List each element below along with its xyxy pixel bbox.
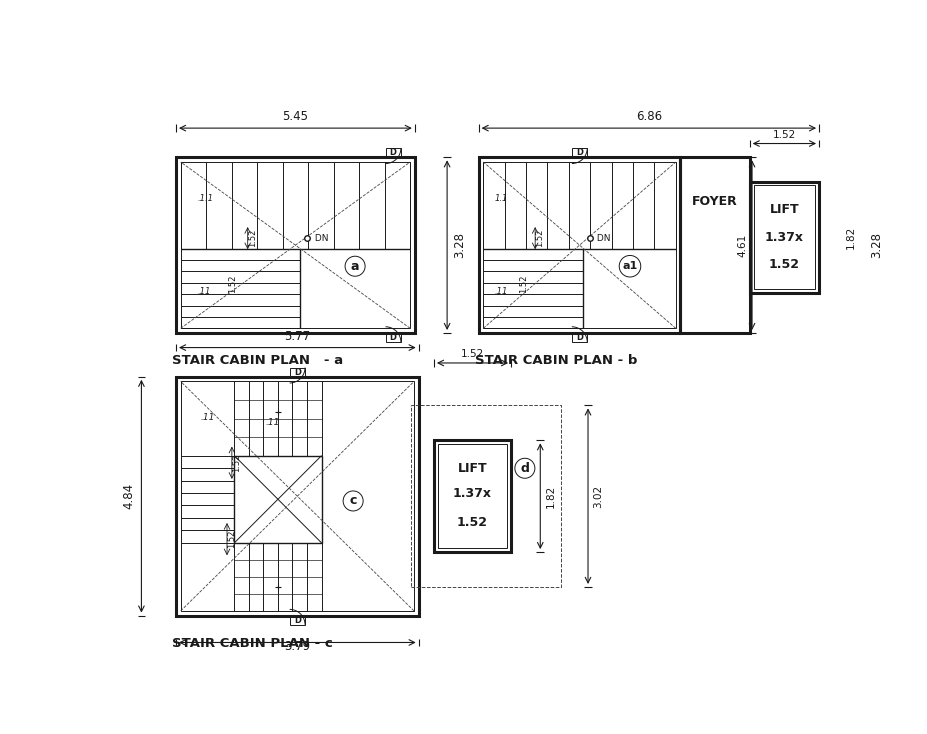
Text: STAIR CABIN PLAN - b: STAIR CABIN PLAN - b [475,355,637,368]
Text: 1.52: 1.52 [518,275,527,293]
Bar [385,148,400,157]
Text: a1: a1 [622,261,637,272]
Text: D: D [294,616,300,625]
Text: 3.02: 3.02 [592,484,603,508]
Text: 1.52: 1.52 [535,229,543,247]
Bar [571,148,587,157]
Text: 4.84: 4.84 [122,483,135,509]
Text: DN: DN [593,233,610,243]
Text: 1.52: 1.52 [456,517,488,529]
Text: a: a [350,260,359,273]
Text: LIFT: LIFT [768,203,798,216]
Text: .1.1: .1.1 [197,195,213,203]
Bar [234,456,322,543]
Text: STAIR CABIN PLAN - c: STAIR CABIN PLAN - c [172,637,333,650]
Text: 1.52: 1.52 [232,454,241,472]
Text: .11: .11 [200,413,214,422]
Text: 1.52: 1.52 [248,229,257,247]
Text: c: c [349,495,357,507]
Text: d: d [520,462,528,475]
Bar [434,440,511,552]
Text: 3.28: 3.28 [869,232,882,258]
Text: 6.86: 6.86 [635,111,661,123]
Text: 1.52: 1.52 [768,258,799,271]
Text: 1.52: 1.52 [461,349,484,359]
Bar [483,162,675,328]
Text: 1.37x: 1.37x [452,487,491,501]
Text: D: D [294,368,300,377]
Text: 1.52: 1.52 [772,130,795,139]
Text: 1.52: 1.52 [228,275,237,293]
Bar [385,333,400,342]
Bar [679,157,749,333]
Text: .11: .11 [494,287,508,297]
Text: 1.37x: 1.37x [764,231,803,244]
Text: DN: DN [311,233,328,243]
Text: D: D [576,333,582,342]
Bar [176,157,414,333]
Bar [176,377,418,616]
Text: D: D [389,148,396,157]
Text: 5.45: 5.45 [282,111,308,123]
Bar [289,616,305,625]
Bar [411,405,561,587]
Bar [181,162,410,328]
Bar [438,444,507,548]
Text: LIFT: LIFT [457,462,487,475]
Text: 1.82: 1.82 [545,484,555,508]
Bar [753,186,814,289]
Text: STAIR CABIN PLAN   - a: STAIR CABIN PLAN - a [172,355,343,368]
Text: D: D [389,333,396,342]
Bar [478,157,679,333]
Bar [181,382,413,611]
Text: 1.52: 1.52 [227,530,235,548]
Text: 1.1: 1.1 [494,195,508,203]
Text: 3.79: 3.79 [284,640,310,653]
Text: 5.77: 5.77 [284,330,310,343]
Bar [289,368,305,377]
Text: .11: .11 [265,418,280,426]
Text: .11: .11 [197,287,210,297]
Bar [571,333,587,342]
Text: 4.61: 4.61 [737,233,746,257]
Text: 1.82: 1.82 [845,226,855,249]
Text: 3.28: 3.28 [452,232,465,258]
Text: FOYER: FOYER [692,195,737,208]
Text: D: D [576,148,582,157]
Bar [749,181,819,294]
